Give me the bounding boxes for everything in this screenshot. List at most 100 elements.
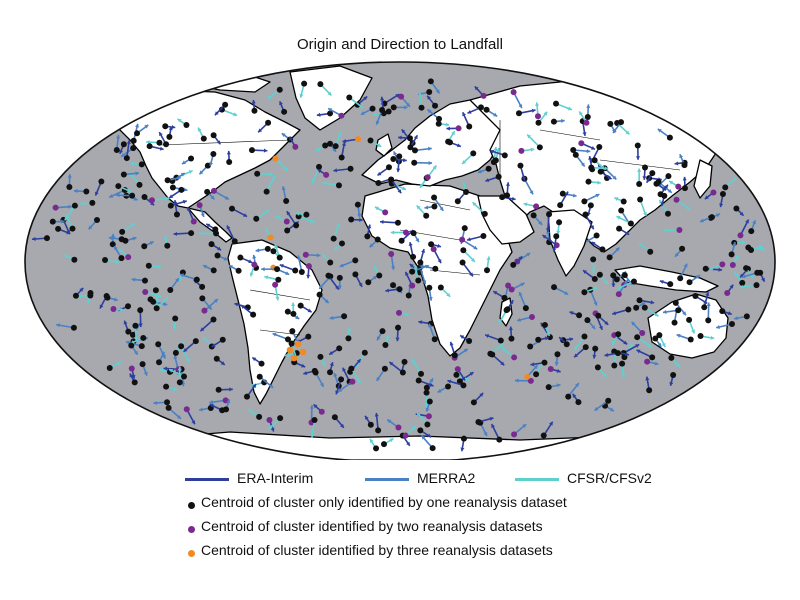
cluster-centroid bbox=[369, 105, 376, 112]
cluster-centroid bbox=[375, 427, 382, 434]
direction-arrowhead bbox=[241, 305, 246, 309]
direction-arrowhead bbox=[385, 335, 390, 340]
cluster-centroid bbox=[428, 241, 435, 248]
direction-arrowhead bbox=[188, 170, 193, 174]
direction-arrowhead bbox=[427, 95, 431, 100]
direction-arrowhead bbox=[493, 112, 498, 117]
direction-arrowhead bbox=[243, 213, 248, 217]
cluster-centroid bbox=[625, 306, 632, 313]
direction-arrowhead bbox=[489, 416, 494, 421]
direction-arrowhead bbox=[669, 181, 674, 185]
direction-arrowhead bbox=[309, 405, 314, 409]
cluster-centroid bbox=[475, 418, 482, 425]
direction-arrowhead bbox=[586, 149, 591, 154]
cluster-centroid bbox=[591, 275, 598, 282]
direction-arrowhead bbox=[657, 342, 662, 347]
direction-arrowhead bbox=[203, 264, 208, 269]
cluster-centroid bbox=[656, 332, 663, 339]
cluster-centroid bbox=[323, 171, 330, 178]
direction-arrowhead bbox=[451, 131, 455, 136]
direction-arrowhead bbox=[604, 280, 609, 285]
cluster-centroid bbox=[277, 415, 284, 422]
direction-arrowhead bbox=[79, 287, 84, 292]
direction-arrowhead bbox=[509, 300, 514, 305]
direction-arrowhead bbox=[535, 102, 540, 106]
cluster-centroid bbox=[477, 104, 484, 111]
direction-arrowhead bbox=[732, 177, 737, 181]
direction-arrowhead bbox=[177, 118, 182, 123]
cluster-centroid bbox=[410, 230, 417, 237]
direction-arrowhead bbox=[216, 140, 221, 145]
direction-arrowhead bbox=[591, 241, 596, 246]
cluster-centroid bbox=[89, 199, 96, 206]
cluster-centroid bbox=[226, 158, 233, 165]
direction-arrowhead bbox=[418, 92, 423, 97]
cluster-centroid bbox=[417, 427, 424, 434]
direction-arrowhead bbox=[527, 134, 532, 139]
direction-arrowhead bbox=[157, 293, 162, 298]
direction-arrowhead bbox=[395, 337, 400, 342]
cluster-centroid bbox=[222, 101, 229, 108]
cluster-centroid bbox=[141, 194, 148, 201]
cluster-centroid bbox=[381, 365, 388, 372]
direction-arrowhead bbox=[613, 352, 618, 357]
direction-arrowhead bbox=[661, 343, 666, 348]
direction-arrowhead bbox=[645, 376, 650, 381]
direction-arrowhead bbox=[77, 294, 82, 299]
direction-arrowhead bbox=[374, 412, 379, 417]
cluster-centroid bbox=[431, 336, 438, 343]
cluster-centroid bbox=[710, 189, 717, 196]
cluster-centroid bbox=[405, 292, 412, 299]
direction-arrowhead bbox=[249, 272, 254, 277]
direction-arrowhead bbox=[396, 168, 401, 173]
map-title: Origin and Direction to Landfall bbox=[297, 36, 503, 53]
direction-arrowhead bbox=[538, 221, 543, 225]
direction-arrowhead bbox=[460, 447, 465, 452]
direction-arrowhead bbox=[173, 200, 178, 204]
cluster-centroid bbox=[137, 307, 144, 314]
direction-arrowhead bbox=[427, 433, 432, 438]
direction-arrowhead bbox=[108, 235, 113, 241]
direction-arrowhead bbox=[377, 171, 382, 176]
cluster-centroid bbox=[380, 441, 387, 448]
direction-arrowhead bbox=[409, 263, 414, 268]
cluster-centroid bbox=[128, 365, 135, 372]
cluster-centroid bbox=[423, 212, 430, 219]
direction-arrowhead bbox=[676, 333, 681, 338]
direction-arrowhead bbox=[405, 312, 410, 317]
cluster-centroid bbox=[156, 359, 163, 366]
cluster-centroid bbox=[667, 281, 674, 288]
cluster-centroid bbox=[250, 311, 257, 318]
cluster-centroid bbox=[480, 232, 487, 239]
direction-arrowhead bbox=[164, 296, 169, 301]
direction-arrowhead bbox=[404, 105, 408, 110]
direction-arrowhead bbox=[358, 282, 363, 287]
direction-arrowhead bbox=[591, 146, 596, 150]
cluster-centroid bbox=[402, 432, 409, 439]
direction-arrowhead bbox=[99, 304, 104, 309]
direction-arrowhead bbox=[511, 196, 516, 201]
cluster-centroid bbox=[447, 139, 454, 146]
direction-arrowhead bbox=[654, 312, 659, 317]
direction-arrowhead bbox=[369, 438, 374, 443]
direction-arrowhead bbox=[635, 156, 641, 160]
direction-arrowhead bbox=[625, 231, 630, 235]
direction-arrowhead bbox=[191, 420, 196, 425]
cluster-centroid bbox=[349, 378, 356, 385]
cluster-centroid bbox=[293, 222, 300, 229]
cluster-centroid bbox=[345, 335, 352, 342]
cluster-centroid bbox=[705, 317, 712, 324]
direction-arrowhead bbox=[214, 111, 219, 116]
direction-arrowhead bbox=[631, 321, 636, 326]
cluster-centroid bbox=[581, 198, 588, 205]
direction-arrowhead bbox=[134, 123, 139, 128]
direction-arrowhead bbox=[463, 348, 468, 353]
direction-arrowhead bbox=[209, 403, 214, 408]
cluster-centroid bbox=[461, 225, 468, 232]
direction-arrowhead bbox=[597, 180, 601, 185]
direction-arrowhead bbox=[734, 272, 739, 277]
cluster-centroid bbox=[141, 243, 148, 250]
legend-label-one: Centroid of cluster only identified by o… bbox=[201, 494, 567, 510]
direction-arrowhead bbox=[175, 278, 179, 283]
direction-arrowhead bbox=[283, 167, 288, 171]
